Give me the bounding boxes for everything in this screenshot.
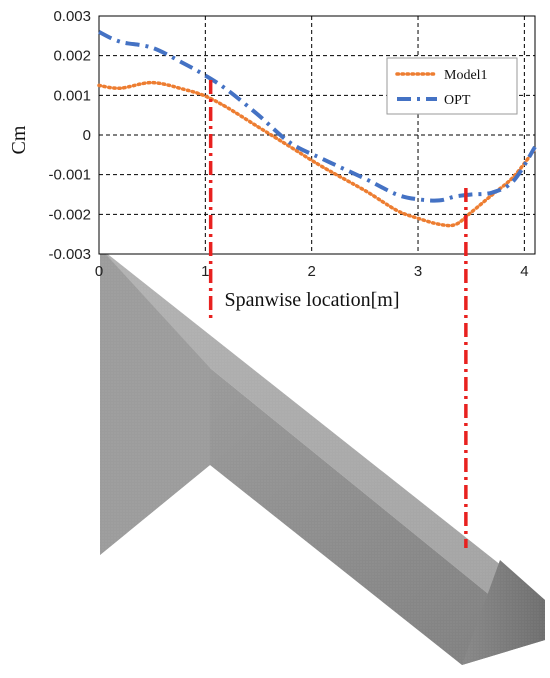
y-tick-label-3: 0 bbox=[83, 127, 91, 144]
series-line-model1 bbox=[97, 80, 537, 228]
wing-mesh-model bbox=[100, 248, 545, 665]
x-tick-label-4: 4 bbox=[520, 263, 528, 280]
legend-label-opt: OPT bbox=[444, 93, 471, 108]
y-tick-label-6: -0.003 bbox=[48, 246, 91, 263]
series-layer bbox=[97, 30, 537, 228]
y-tick-labels: 0.003 0.002 0.001 0 -0.001 -0.002 -0.003 bbox=[48, 8, 91, 263]
y-tick-label-4: -0.001 bbox=[48, 167, 91, 184]
mesh-texture bbox=[100, 248, 545, 665]
y-tick-label-1: 0.002 bbox=[53, 48, 91, 65]
y-tick-label-5: -0.002 bbox=[48, 206, 91, 223]
legend: Model1 OPT bbox=[386, 57, 518, 115]
series-line-opt bbox=[98, 30, 537, 203]
gridlines bbox=[99, 16, 535, 254]
y-tick-label-0: 0.003 bbox=[53, 8, 91, 25]
y-tick-label-2: 0.001 bbox=[53, 87, 91, 104]
x-tick-label-1: 1 bbox=[201, 263, 209, 280]
x-tick-labels: 0 1 2 3 4 bbox=[95, 263, 529, 280]
x-tick-label-2: 2 bbox=[308, 263, 316, 280]
legend-box bbox=[386, 57, 518, 115]
x-axis-title: Spanwise location[m] bbox=[225, 289, 400, 311]
x-tick-label-3: 3 bbox=[414, 263, 422, 280]
legend-label-model1: Model1 bbox=[444, 68, 488, 83]
x-tick-label-0: 0 bbox=[95, 263, 103, 280]
y-axis-title: Cm bbox=[8, 125, 30, 154]
